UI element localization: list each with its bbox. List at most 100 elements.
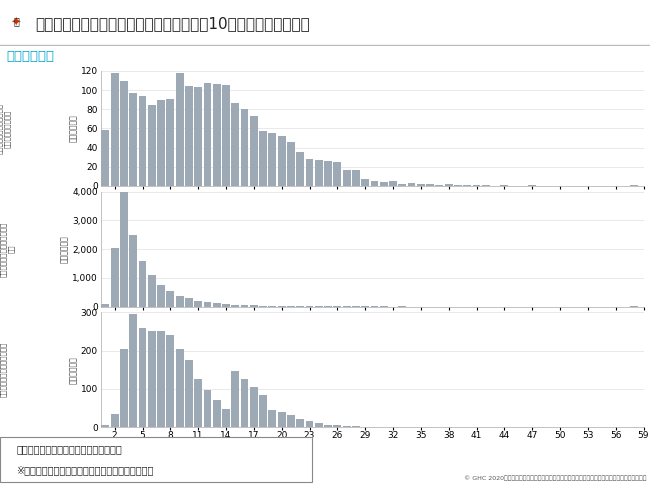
Bar — [500, 185, 508, 186]
Bar — [120, 81, 128, 186]
Bar — [315, 160, 322, 186]
Bar — [111, 248, 118, 307]
Bar — [268, 410, 276, 427]
Bar — [157, 331, 165, 427]
Bar — [148, 275, 156, 307]
Text: インフルエンザでは、肺炎になった場合も10日程度で退院する。: インフルエンザでは、肺炎になった場合も10日程度で退院する。 — [36, 17, 311, 32]
Bar — [185, 87, 193, 186]
Bar — [240, 109, 248, 186]
Bar — [240, 305, 248, 307]
Bar — [176, 349, 183, 427]
Y-axis label: 症例数（人）: 症例数（人） — [60, 235, 70, 263]
Bar — [203, 390, 211, 427]
Bar — [138, 328, 146, 427]
Bar — [389, 181, 397, 186]
Bar — [287, 415, 295, 427]
Bar — [240, 380, 248, 427]
Bar — [259, 306, 267, 307]
Bar — [315, 423, 322, 427]
Bar — [157, 285, 165, 307]
Bar — [417, 184, 425, 186]
Bar — [222, 409, 230, 427]
Bar — [176, 73, 183, 186]
Y-axis label: 症例数（人）: 症例数（人） — [69, 356, 78, 383]
Bar — [333, 425, 341, 427]
Bar — [222, 304, 230, 307]
Bar — [408, 183, 415, 186]
Bar — [343, 170, 350, 186]
Bar — [129, 93, 137, 186]
Bar — [268, 133, 276, 186]
Bar — [166, 335, 174, 427]
Bar — [324, 161, 332, 186]
Bar — [296, 419, 304, 427]
Bar — [482, 185, 489, 186]
Bar — [306, 421, 313, 427]
Bar — [148, 330, 156, 427]
Bar — [343, 426, 350, 427]
Bar — [166, 291, 174, 307]
Bar — [101, 425, 109, 427]
Text: 在院日数分布: 在院日数分布 — [6, 51, 55, 63]
Bar — [120, 349, 128, 427]
Bar — [148, 105, 156, 186]
Bar — [268, 306, 276, 307]
Bar — [231, 305, 239, 307]
Bar — [213, 85, 220, 186]
Bar — [352, 426, 360, 427]
Bar — [445, 184, 452, 186]
Bar — [287, 142, 295, 186]
Bar — [454, 185, 462, 186]
Bar — [333, 162, 341, 186]
Bar — [231, 371, 239, 427]
Text: ※実際の画面には、自院のグラフが他院と並びます: ※実際の画面には、自院のグラフが他院と並びます — [16, 465, 153, 475]
Bar — [370, 181, 378, 186]
Bar — [324, 424, 332, 427]
Bar — [194, 87, 202, 186]
FancyBboxPatch shape — [0, 437, 312, 482]
Bar — [185, 298, 193, 307]
Bar — [528, 185, 536, 186]
Bar — [426, 184, 434, 186]
Text: ✦: ✦ — [11, 17, 21, 30]
Bar — [194, 380, 202, 427]
Bar — [203, 84, 211, 186]
Bar — [129, 235, 137, 307]
Bar — [250, 387, 258, 427]
Bar — [296, 152, 304, 186]
Bar — [473, 185, 480, 186]
Bar — [176, 296, 183, 307]
Bar — [352, 171, 360, 186]
Bar — [138, 96, 146, 186]
Bar — [278, 412, 285, 427]
Bar — [222, 86, 230, 186]
Bar — [250, 305, 258, 307]
Bar — [630, 185, 638, 186]
Bar — [138, 261, 146, 307]
Bar — [111, 73, 118, 186]
Text: 病院ダッシュボード＞パス分析＞全疾患: 病院ダッシュボード＞パス分析＞全疾患 — [16, 445, 122, 454]
Bar — [101, 130, 109, 186]
Bar — [213, 303, 220, 307]
Text: その他のインフルエンザウイ
ルスが分離されたインフルエ
ンザ: その他のインフルエンザウイ ルスが分離されたインフルエ ンザ — [0, 222, 14, 277]
Y-axis label: 症例数（人）: 症例数（人） — [69, 115, 78, 142]
Bar — [306, 159, 313, 186]
Text: 〜: 〜 — [13, 16, 20, 26]
Bar — [203, 302, 211, 307]
Bar — [213, 399, 220, 427]
Bar — [101, 304, 109, 307]
Bar — [194, 301, 202, 307]
Bar — [250, 116, 258, 186]
Bar — [129, 314, 137, 427]
Bar — [398, 184, 406, 186]
Bar — [166, 99, 174, 186]
Bar — [231, 104, 239, 186]
Bar — [111, 414, 118, 427]
Bar — [120, 191, 128, 307]
Text: インフルエンザ菌による肺炎: インフルエンザ菌による肺炎 — [0, 342, 6, 398]
Bar — [185, 360, 193, 427]
Bar — [436, 185, 443, 186]
Bar — [259, 131, 267, 186]
Bar — [278, 136, 285, 186]
Text: ２０１９年新型コロナウイ
ルス急性呼吸器疾患: ２０１９年新型コロナウイ ルス急性呼吸器疾患 — [0, 103, 10, 154]
